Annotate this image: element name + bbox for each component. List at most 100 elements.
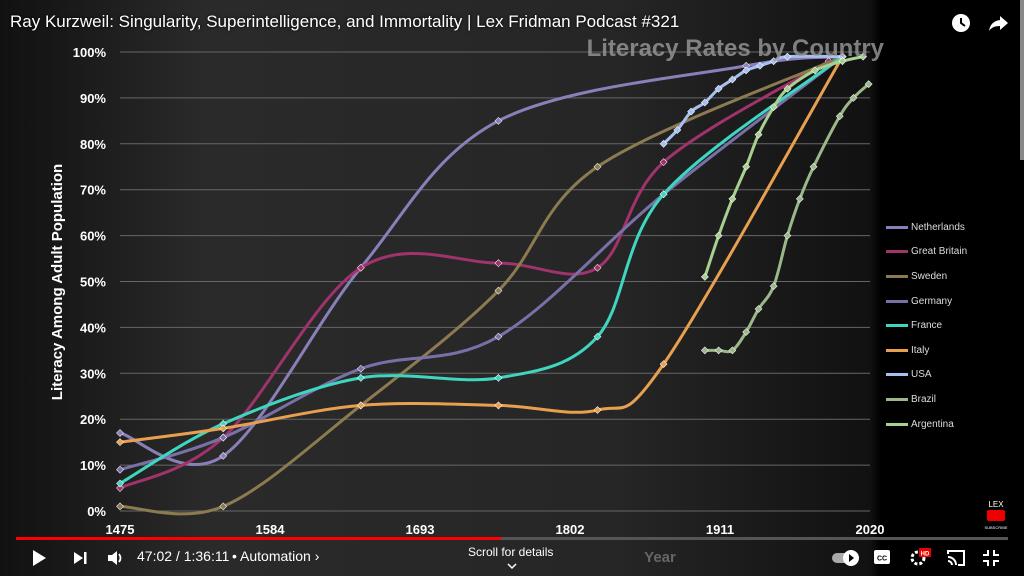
y-tick-label: 30% bbox=[80, 366, 106, 381]
y-tick-label: 0% bbox=[87, 504, 106, 519]
data-point bbox=[783, 52, 792, 61]
data-point bbox=[494, 116, 503, 125]
subscribe-label: SUBSCRIBE bbox=[984, 525, 1008, 530]
y-tick-label: 90% bbox=[80, 91, 106, 106]
data-point bbox=[116, 502, 124, 511]
series-line-sweden bbox=[119, 55, 844, 516]
data-point bbox=[219, 452, 228, 460]
legend-item: USA bbox=[886, 363, 967, 388]
data-point bbox=[356, 374, 365, 382]
data-point bbox=[728, 75, 737, 84]
chevron-down-icon[interactable] bbox=[507, 563, 517, 570]
play-icon[interactable] bbox=[30, 549, 48, 567]
data-point bbox=[742, 328, 751, 336]
data-point bbox=[593, 162, 602, 171]
y-tick-label: 40% bbox=[80, 320, 106, 335]
legend-item: Great Britain bbox=[886, 240, 967, 265]
data-point bbox=[687, 107, 695, 116]
captions-icon[interactable]: CC bbox=[873, 549, 891, 565]
data-point bbox=[659, 139, 668, 148]
data-point bbox=[116, 465, 124, 474]
autoplay-toggle[interactable] bbox=[832, 549, 860, 567]
data-point bbox=[116, 438, 124, 447]
data-point bbox=[864, 80, 873, 89]
data-point bbox=[809, 162, 818, 171]
data-point bbox=[659, 158, 668, 167]
legend-item: Italy bbox=[886, 338, 967, 363]
legend-swatch bbox=[886, 373, 908, 377]
lex-label: LEX bbox=[988, 500, 1004, 509]
data-point bbox=[700, 273, 709, 281]
svg-text:CC: CC bbox=[877, 556, 887, 563]
legend-item: Germany bbox=[886, 289, 967, 314]
svg-text:HD: HD bbox=[921, 552, 930, 558]
data-point bbox=[835, 112, 844, 121]
series-line-argentina bbox=[703, 55, 864, 278]
exit-fullscreen-icon[interactable] bbox=[982, 549, 1000, 567]
legend-item: Netherlands bbox=[886, 215, 967, 240]
legend-label: Netherlands bbox=[911, 221, 965, 233]
legend-swatch bbox=[886, 274, 908, 278]
volume-icon[interactable] bbox=[106, 549, 124, 567]
legend-item: Brazil bbox=[886, 387, 967, 412]
chapter-button[interactable]: • Automation › bbox=[232, 548, 320, 564]
legend-label: Germany bbox=[911, 295, 953, 307]
legend-item: Sweden bbox=[886, 264, 967, 289]
y-tick-label: 100% bbox=[73, 45, 107, 60]
data-point bbox=[742, 66, 751, 75]
x-tick-label: 1802 bbox=[556, 522, 585, 537]
data-point bbox=[769, 57, 778, 66]
data-point bbox=[811, 66, 819, 75]
data-point bbox=[494, 259, 503, 268]
legend-label: Brazil bbox=[911, 393, 937, 405]
data-point bbox=[219, 424, 228, 433]
y-tick-label: 80% bbox=[80, 137, 106, 152]
data-point bbox=[219, 502, 228, 511]
cast-icon[interactable] bbox=[946, 549, 966, 567]
data-point bbox=[356, 263, 365, 272]
data-point bbox=[859, 52, 868, 61]
y-tick-label: 50% bbox=[80, 275, 106, 290]
legend-label: Sweden bbox=[911, 270, 948, 282]
data-point bbox=[754, 305, 763, 313]
x-tick-label: 1911 bbox=[706, 522, 734, 537]
chart-legend: Netherlands Great Britain Sweden Germany Fra… bbox=[886, 215, 967, 436]
watch-later-icon[interactable] bbox=[950, 12, 972, 34]
legend-swatch bbox=[886, 299, 908, 303]
x-axis-label: Year bbox=[644, 549, 676, 566]
series-line-france bbox=[119, 55, 844, 485]
data-point bbox=[494, 401, 503, 410]
data-point bbox=[742, 61, 751, 70]
share-icon[interactable] bbox=[987, 13, 1009, 33]
y-tick-label: 20% bbox=[80, 412, 106, 427]
x-tick-label: 1584 bbox=[256, 522, 286, 537]
data-point bbox=[659, 190, 668, 199]
data-point bbox=[700, 98, 709, 107]
data-point bbox=[714, 231, 723, 240]
y-tick-label: 70% bbox=[80, 183, 106, 198]
data-point bbox=[593, 406, 602, 414]
data-point bbox=[219, 419, 228, 428]
data-point bbox=[116, 429, 124, 437]
progress-fill bbox=[16, 537, 502, 540]
progress-bar[interactable] bbox=[16, 537, 1008, 540]
legend-item: France bbox=[886, 313, 967, 338]
data-point bbox=[494, 286, 503, 295]
page-scrollbar[interactable] bbox=[1020, 0, 1024, 160]
lex-subscribe-badge[interactable]: LEX SUBSCRIBE bbox=[984, 500, 1008, 531]
data-point bbox=[795, 194, 804, 203]
legend-swatch bbox=[886, 250, 908, 254]
data-point bbox=[714, 346, 723, 355]
data-point bbox=[742, 162, 751, 171]
next-icon[interactable] bbox=[72, 550, 88, 566]
scroll-hint[interactable]: Scroll for details bbox=[468, 545, 554, 559]
data-point bbox=[219, 433, 228, 442]
data-point bbox=[659, 360, 668, 369]
data-point bbox=[593, 263, 602, 272]
data-point bbox=[783, 231, 792, 240]
settings-hd-icon[interactable]: HD bbox=[908, 547, 932, 567]
data-point bbox=[700, 346, 709, 355]
data-point bbox=[116, 484, 124, 492]
data-point bbox=[769, 282, 778, 290]
